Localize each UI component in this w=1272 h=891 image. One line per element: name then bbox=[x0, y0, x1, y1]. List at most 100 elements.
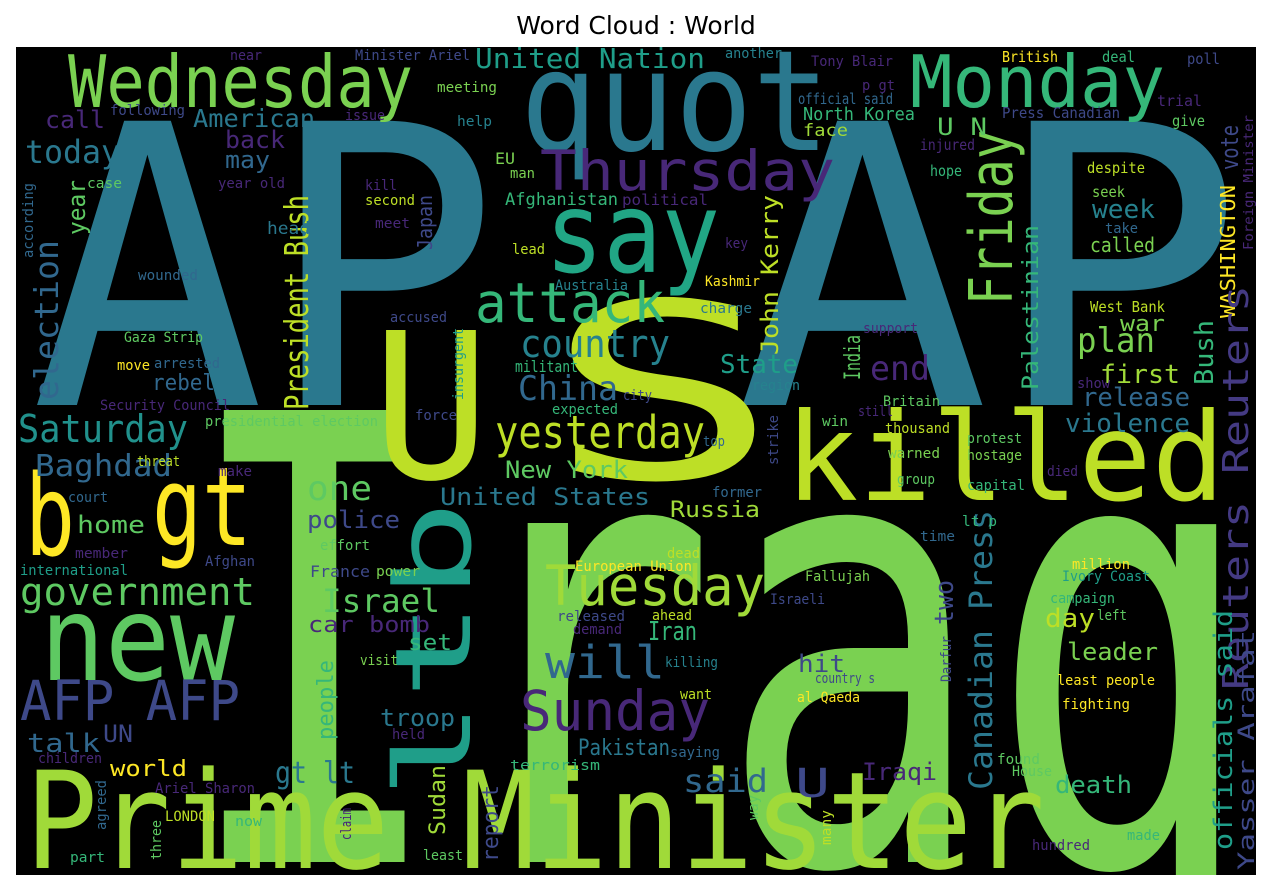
word: show bbox=[1077, 376, 1111, 392]
word: campaign bbox=[1050, 591, 1115, 607]
word: Yasser Arafat bbox=[1235, 630, 1260, 870]
word: time bbox=[920, 529, 955, 545]
word: may bbox=[225, 146, 270, 174]
word: p gt bbox=[862, 78, 895, 94]
word: world bbox=[110, 757, 187, 782]
word: effort bbox=[320, 538, 370, 554]
word: West Bank bbox=[1090, 298, 1165, 316]
word: Foreign Minister bbox=[1242, 115, 1257, 250]
word: following bbox=[110, 103, 185, 119]
word: many bbox=[819, 810, 835, 845]
word: war bbox=[1120, 312, 1165, 337]
word: France bbox=[310, 562, 370, 581]
word: Thursday bbox=[540, 139, 835, 203]
word: trial bbox=[1157, 92, 1202, 110]
word: House bbox=[1012, 764, 1052, 780]
word: U N bbox=[937, 113, 987, 141]
word: United Nation bbox=[475, 42, 705, 75]
word: election bbox=[27, 240, 66, 400]
word: AP bbox=[30, 43, 500, 497]
word: arrested bbox=[154, 356, 220, 372]
word: official said bbox=[798, 90, 893, 108]
word: WASHINGTON bbox=[1216, 185, 1240, 318]
word: deal bbox=[1102, 48, 1135, 66]
word: killing bbox=[665, 655, 718, 671]
word: Sunday bbox=[520, 679, 710, 743]
word: member bbox=[75, 546, 128, 562]
word: b bbox=[25, 452, 75, 582]
word: day bbox=[1045, 604, 1095, 634]
word: Afghanistan bbox=[505, 190, 618, 210]
word: poll bbox=[1187, 50, 1220, 68]
word: move bbox=[117, 358, 150, 374]
plot-background bbox=[16, 47, 1256, 875]
word: plan bbox=[1077, 321, 1155, 361]
word: gt bbox=[152, 443, 252, 571]
word: ltb bbox=[373, 500, 495, 800]
word: Japan bbox=[413, 195, 437, 250]
word: kill bbox=[365, 178, 397, 194]
word: attack bbox=[475, 271, 665, 335]
word: country s bbox=[815, 671, 875, 687]
word: Fallujah bbox=[805, 569, 870, 585]
word: Darfur bbox=[939, 636, 955, 682]
word: political bbox=[622, 191, 708, 209]
word: North Korea bbox=[803, 104, 915, 125]
word: injured bbox=[920, 136, 975, 154]
word: end bbox=[870, 349, 930, 389]
word: take bbox=[1105, 221, 1138, 237]
word: called bbox=[1090, 233, 1155, 257]
word: wounded bbox=[138, 268, 198, 284]
word: rebel bbox=[152, 371, 215, 396]
word: now bbox=[235, 814, 263, 830]
word: New York bbox=[505, 456, 629, 484]
word: capital bbox=[967, 478, 1025, 494]
word: dead bbox=[667, 546, 700, 562]
word: S bbox=[545, 252, 780, 536]
word: AP bbox=[735, 43, 1245, 497]
word: call bbox=[45, 106, 105, 134]
word: held bbox=[392, 727, 425, 743]
word: U bbox=[372, 290, 490, 526]
word: year bbox=[63, 180, 91, 235]
word: warned bbox=[888, 446, 940, 462]
word: Australia bbox=[555, 278, 628, 294]
word: want bbox=[680, 687, 712, 703]
word: British bbox=[1002, 48, 1058, 66]
word: man bbox=[510, 166, 535, 182]
word: officials said bbox=[1209, 610, 1239, 850]
word: fighting bbox=[1062, 697, 1130, 713]
word: release bbox=[1082, 383, 1190, 413]
word: least bbox=[423, 848, 463, 864]
word: Monday bbox=[910, 40, 1165, 124]
word: Tuesday bbox=[545, 554, 765, 618]
word: threat bbox=[137, 454, 180, 470]
word: Minister Ariel bbox=[355, 48, 470, 64]
word: expected bbox=[552, 402, 618, 418]
word: seek bbox=[1092, 183, 1125, 201]
word: country bbox=[520, 322, 670, 366]
word: issue bbox=[345, 108, 385, 124]
word: China bbox=[518, 369, 618, 409]
word: insurgent bbox=[451, 328, 467, 400]
word: government bbox=[20, 570, 255, 614]
word: found bbox=[997, 752, 1040, 768]
word: police bbox=[307, 506, 400, 534]
word: State bbox=[720, 350, 798, 380]
word: city bbox=[623, 388, 652, 404]
word: lt p bbox=[962, 514, 997, 530]
word: Britain bbox=[883, 394, 940, 410]
word: released bbox=[557, 609, 625, 625]
word: Ivory Coast bbox=[1062, 569, 1150, 585]
word: lead bbox=[512, 242, 545, 258]
word: militant bbox=[515, 357, 578, 376]
word: Iran bbox=[648, 617, 697, 647]
word: talk bbox=[27, 729, 100, 759]
word: two bbox=[930, 580, 960, 625]
word: former bbox=[712, 485, 762, 501]
word: say bbox=[545, 169, 720, 299]
word: case bbox=[87, 176, 122, 192]
word: make bbox=[218, 464, 252, 480]
word: will bbox=[545, 636, 665, 689]
